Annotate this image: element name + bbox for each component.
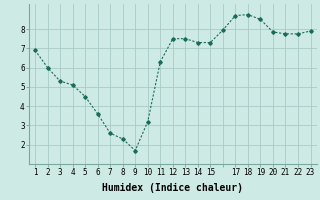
X-axis label: Humidex (Indice chaleur): Humidex (Indice chaleur) — [102, 183, 243, 193]
